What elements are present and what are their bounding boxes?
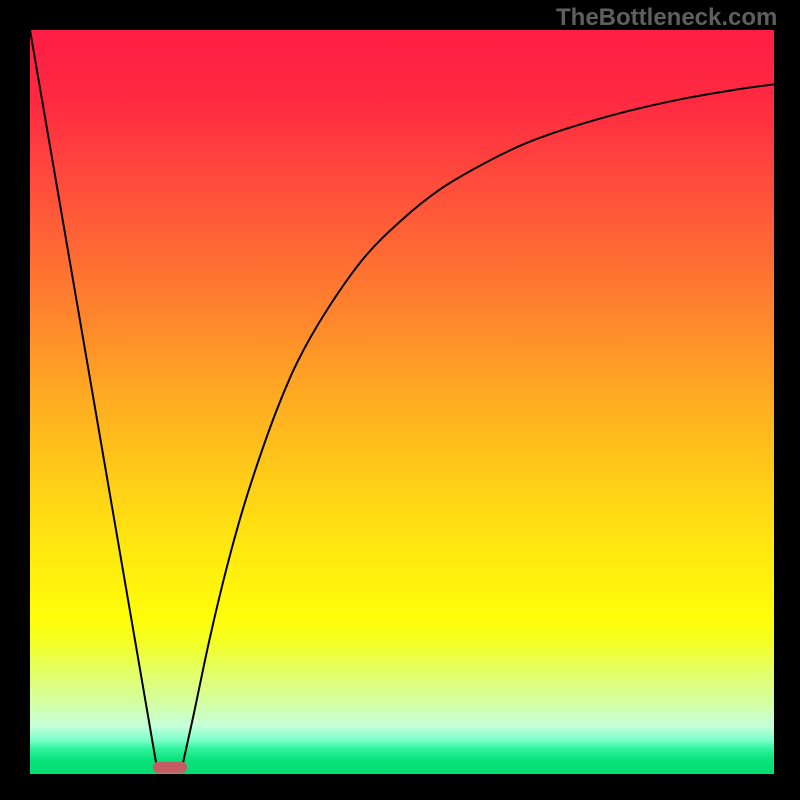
right-curve	[183, 84, 774, 765]
curve-layer	[0, 0, 800, 800]
watermark-text: TheBottleneck.com	[556, 4, 777, 32]
bottom-marker	[153, 762, 187, 773]
left-line	[30, 30, 156, 765]
chart-canvas: TheBottleneck.com	[0, 0, 800, 800]
